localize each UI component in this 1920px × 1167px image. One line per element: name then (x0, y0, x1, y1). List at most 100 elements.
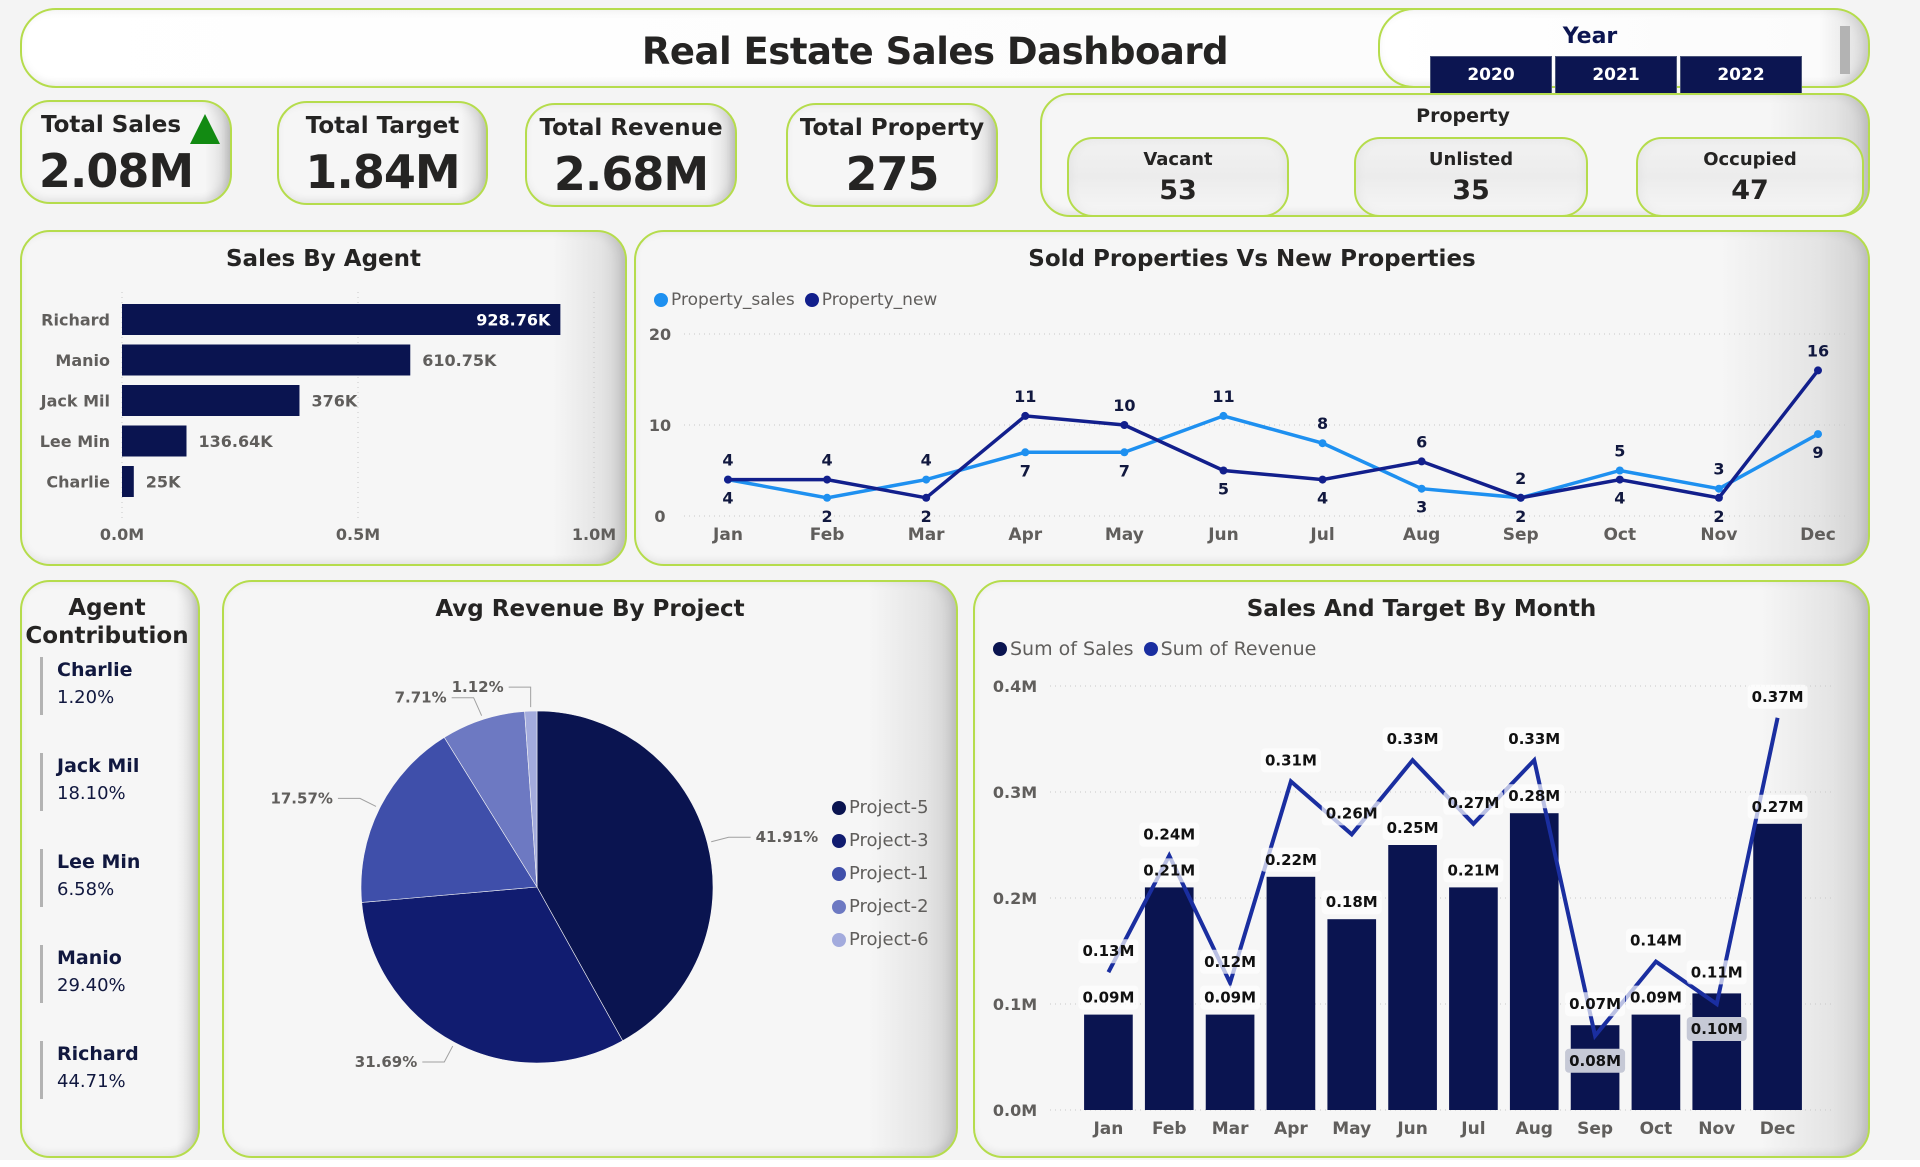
legend-item-project-5[interactable]: Project-5 (832, 797, 929, 818)
data-label-sales: 0.28M (1508, 787, 1560, 805)
data-label-bg (1078, 985, 1139, 1010)
legend-item-project-1[interactable]: Project-1 (832, 863, 929, 884)
bar (1692, 993, 1742, 1110)
data-label-bg (1686, 1017, 1747, 1041)
data-label: 4 (822, 451, 833, 470)
data-point (1814, 366, 1822, 375)
legend-dot-icon (654, 293, 668, 307)
page-title: Real Estate Sales Dashboard (641, 30, 1229, 73)
pie-slice (524, 710, 538, 888)
kpi-value: 1.84M (305, 145, 460, 199)
data-label: 11 (1212, 387, 1234, 406)
contribution-item: Richard 44.71% (40, 1041, 190, 1099)
data-label-revenue: 0.13M (1082, 942, 1134, 960)
x-tick-label: May (1332, 1119, 1371, 1139)
sales-target-chart: 0.0M 0.1M 0.2M 0.3M 0.4M Jan Feb Mar Apr May Jun Ju… (993, 677, 1835, 1139)
legend-item-project-6[interactable]: Project-6 (832, 929, 929, 950)
series-line-property-sales (727, 414, 1819, 500)
bar (122, 385, 300, 416)
year-option-2022[interactable]: 2022 (1680, 56, 1802, 94)
data-label: 3 (1416, 498, 1427, 517)
y-tick-label: 0.1M (993, 995, 1037, 1014)
property-value: 47 (1731, 175, 1769, 206)
legend-dot-icon (832, 800, 846, 815)
year-slicer: Year 2020 2021 2022 (1378, 8, 1870, 94)
bar (1084, 1014, 1133, 1110)
contribution-percent: 44.71% (57, 1071, 126, 1092)
data-label: 4 (1614, 489, 1625, 508)
contribution-title-line2: Contribution (25, 623, 189, 649)
data-label: 17.57% (270, 789, 332, 807)
agent-contribution-panel: Agent Contribution Charlie 1.20% Jack Mi… (20, 580, 200, 1158)
year-option-2020[interactable]: 2020 (1430, 56, 1552, 94)
legend-item-property-sales[interactable]: Property_sales (654, 290, 795, 310)
kpi-value: 2.08M (38, 144, 194, 198)
sales-target-panel: Sales And Target By Month Sum of Sales S… (973, 580, 1870, 1158)
data-point (1417, 457, 1426, 466)
data-label: 2 (1713, 507, 1724, 526)
contribution-percent: 1.20% (57, 687, 115, 708)
data-label-bg (1139, 822, 1200, 847)
legend-item-sum-of-revenue[interactable]: Sum of Revenue (1143, 638, 1317, 660)
kpi-total-target: Total Target 1.84M (277, 101, 488, 205)
data-label: 2 (1515, 469, 1526, 488)
x-tick-label: 0.5M (336, 525, 380, 544)
x-tick-label: Sep (1503, 525, 1539, 545)
data-point (1615, 475, 1624, 484)
data-label-revenue: 0.31M (1265, 751, 1317, 769)
data-label-revenue: 0.26M (1326, 804, 1378, 822)
legend-item-sum-of-sales[interactable]: Sum of Sales (993, 638, 1134, 660)
x-tick-label: Aug (1516, 1119, 1553, 1139)
legend-item-project-3[interactable]: Project-3 (832, 830, 929, 851)
data-label-bg (1686, 960, 1747, 985)
data-point (1714, 484, 1723, 493)
sold-vs-new-chart: 0 10 20 Jan Feb Mar Apr May Jun Jul Aug Sep Oct Nov De… (649, 325, 1846, 545)
legend-label: Sum of Revenue (1160, 638, 1317, 660)
y-tick-label: 10 (649, 416, 671, 435)
data-point (724, 475, 732, 484)
legend-dot-icon (1143, 642, 1158, 656)
y-category-label: Manio (55, 351, 110, 370)
legend-item-property-new[interactable]: Property_new (804, 290, 937, 310)
x-tick-label: Apr (1008, 525, 1042, 545)
data-point (1417, 484, 1426, 493)
sales-by-agent-panel: Sales By Agent 0.0M 0.5M 1.0M Richard 928.76… (20, 230, 627, 566)
data-point (1219, 411, 1228, 420)
kpi-value: 275 (845, 147, 939, 201)
kpi-label: Total Target (305, 113, 460, 139)
kpi-label: Total Revenue (539, 115, 723, 141)
data-point (1318, 475, 1327, 484)
contribution-agent-name: Manio (57, 947, 122, 969)
slicer-scrollbar[interactable] (1840, 26, 1850, 74)
legend-dot-icon (993, 642, 1007, 656)
property-label: Occupied (1703, 149, 1797, 170)
legend-dot-icon (832, 833, 846, 848)
x-tick-label: 0.0M (100, 525, 144, 544)
data-label: 2 (921, 507, 932, 526)
contribution-agent-name: Richard (57, 1043, 139, 1065)
data-label-sales: 0.21M (1447, 861, 1499, 879)
data-point (823, 475, 832, 484)
bar (1205, 1014, 1255, 1110)
data-label-revenue: 0.07M (1569, 995, 1621, 1013)
data-label-sales: 0.18M (1326, 893, 1378, 911)
data-label-sales: 0.27M (1752, 798, 1804, 816)
data-label-sales: 0.09M (1630, 989, 1682, 1007)
property-value: 53 (1159, 175, 1197, 206)
x-tick-label: Jun (1207, 525, 1239, 545)
x-tick-label: Oct (1640, 1119, 1673, 1139)
x-tick-label: Jan (1092, 1119, 1123, 1139)
legend-item-project-2[interactable]: Project-2 (832, 896, 929, 917)
series-line-property-new (728, 369, 1820, 500)
kpi-value: 2.68M (553, 147, 709, 201)
data-point (1120, 448, 1129, 457)
data-label: 4 (722, 451, 733, 470)
year-option-2021[interactable]: 2021 (1555, 56, 1677, 94)
data-label-bg (1504, 727, 1565, 752)
legend-label: Sum of Sales (1010, 638, 1134, 660)
data-label-bg (1260, 748, 1321, 773)
bar (1753, 823, 1802, 1110)
pie-slice (536, 710, 714, 1042)
contribution-item: Charlie 1.20% (40, 657, 190, 715)
bar (122, 425, 187, 457)
